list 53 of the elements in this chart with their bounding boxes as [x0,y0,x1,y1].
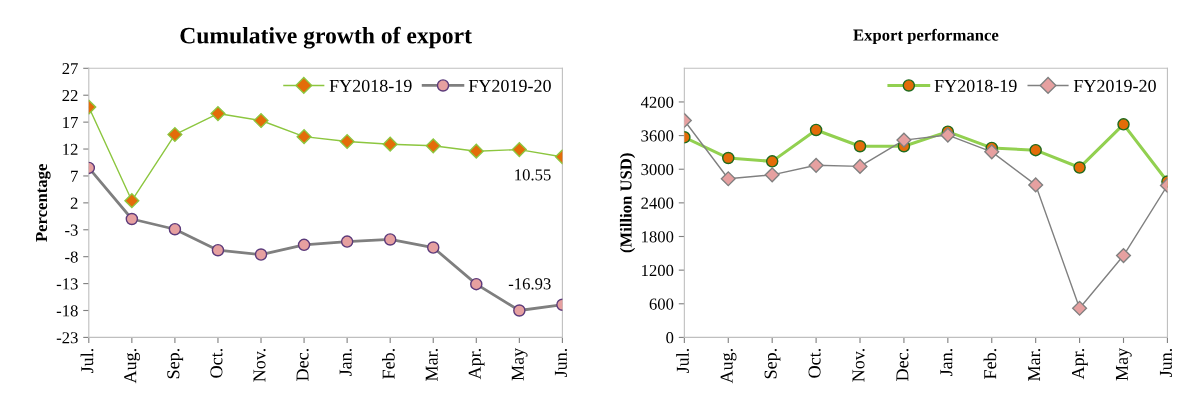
legend-label: FY2018-19 [329,79,412,92]
data-label: 10.55 [515,169,551,181]
y-tick-label: 0 [666,332,674,344]
y-tick-label: 2400 [641,197,674,209]
x-tick-label: Dec. [296,349,309,381]
y-tick-label: 600 [649,298,674,310]
y-tick-label: 27 [62,63,78,75]
y-tick-label: 3600 [641,130,674,142]
y-tick-label: 22 [62,89,78,101]
y-tick-label: 1200 [642,264,674,277]
y-tick-label: -18 [56,305,78,317]
y-tick-label: 7 [71,170,78,182]
x-tick-label: Sep. [167,349,184,379]
x-tick-label: May [1115,347,1132,381]
x-tick-label: Jan. [940,349,953,377]
x-tick-label: Jan. [339,349,352,377]
y-tick-label: -23 [56,332,78,344]
y-axis-title: Percentage [36,164,51,242]
chart-title: Export performance [853,28,999,45]
x-tick-label: Dec. [896,349,909,381]
x-tick-label: Oct. [808,349,821,378]
x-tick-label: Sep. [764,349,781,379]
y-tick-label: 12 [63,143,78,155]
y-tick-label: 1800 [642,231,674,243]
x-tick-label: Aug. [124,349,141,384]
x-tick-label: Nov. [852,349,865,382]
y-tick-label: -8 [65,251,78,263]
x-tick-label: Feb. [381,349,395,379]
x-tick-label: May [511,347,528,381]
y-tick-label: 4200 [640,96,674,108]
x-tick-label: Nov. [253,349,266,382]
y-tick-label: 3000 [641,163,674,176]
x-tick-label: Aug. [720,349,737,384]
x-tick-label: Jun. [554,349,567,378]
x-tick-label: Apr. [468,349,485,380]
y-tick-label: 2 [70,197,78,209]
x-tick-label: Mar. [1028,349,1041,381]
x-tick-label: Jul. [676,349,689,374]
x-tick-label: Mar. [425,349,438,381]
y-tick-label: 17 [63,116,78,128]
x-tick-label: Feb. [983,349,997,379]
chart-title: Cumulative growth of export [180,26,472,49]
y-tick-label: -13 [56,278,78,290]
legend-label: FY2019-20 [1073,79,1156,92]
y-tick-label: -3 [65,224,78,236]
y-axis-title: (Million USD) [619,153,636,253]
data-label: -16.93 [508,278,551,290]
x-tick-label: Jun. [1159,349,1173,378]
x-tick-label: Apr. [1072,349,1088,380]
x-tick-label: Jul. [80,349,94,374]
x-tick-label: Oct. [210,349,223,378]
legend-label: FY2019-20 [468,79,551,92]
legend-label: FY2018-19 [934,79,1017,92]
